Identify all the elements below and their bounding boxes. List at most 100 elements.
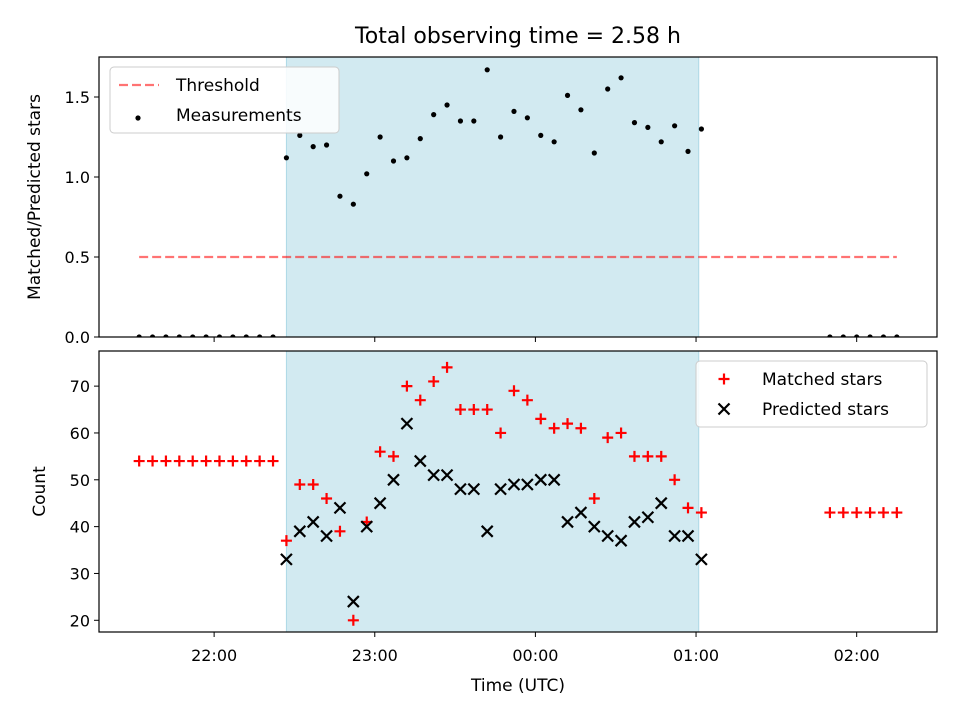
y-tick-label: 50 xyxy=(70,471,90,490)
matched-stars-point xyxy=(254,455,266,467)
matched-stars-point xyxy=(669,474,681,486)
counts-axes-frame xyxy=(98,350,938,633)
measurement-point xyxy=(894,334,900,337)
matched-stars-point xyxy=(414,394,426,406)
predicted-stars-point xyxy=(333,501,347,515)
x-tick-label: 22:00 xyxy=(191,646,237,665)
measurement-point xyxy=(618,75,624,81)
measurement-point xyxy=(854,334,860,337)
measurement-point xyxy=(163,334,169,337)
ratio-panel: 0.0 0.5 1.0 1.5 Matched/Predicted stars Thres… xyxy=(25,56,938,347)
legend-box xyxy=(695,360,928,428)
legend-label: Predicted stars xyxy=(762,400,889,420)
predicted-stars-point xyxy=(668,529,681,543)
predicted-stars-point xyxy=(641,510,655,524)
matched-stars-point xyxy=(824,507,836,519)
matched-stars-point xyxy=(160,455,172,467)
measurement-point xyxy=(471,118,477,124)
predicted-stars-point xyxy=(320,529,333,543)
matched-stars-point xyxy=(334,525,346,537)
matched-stars-point xyxy=(615,427,627,439)
matched-stars-point xyxy=(454,404,466,416)
measurement-point xyxy=(136,334,142,337)
measurement-point xyxy=(827,334,833,337)
measurement-point xyxy=(457,118,464,124)
observing-interval-shade xyxy=(285,56,700,338)
measurement-point xyxy=(524,115,530,121)
x-tick-label: 00:00 xyxy=(512,646,558,665)
matched-stars-point xyxy=(481,404,493,416)
predicted-stars-point xyxy=(614,534,628,547)
x-tick-label: 02:00 xyxy=(834,646,880,665)
predicted-stars-point xyxy=(494,482,507,496)
predicted-stars-point xyxy=(347,595,360,608)
measurement-point xyxy=(497,134,504,140)
measurement-point xyxy=(538,132,544,138)
predicted-stars-point xyxy=(534,473,548,487)
matched-stars-point xyxy=(133,455,145,467)
measurement-point xyxy=(698,126,704,132)
predicted-stars-point xyxy=(695,553,708,566)
matched-stars-point xyxy=(575,422,587,434)
matched-stars-point xyxy=(851,507,863,519)
predicted-stars-point xyxy=(440,468,454,482)
measurement-point xyxy=(243,334,249,337)
predicted-stars-point xyxy=(521,478,534,491)
matched-stars-point xyxy=(655,450,667,462)
legend-label: Matched stars xyxy=(762,370,882,390)
y-tick-label: 0.0 xyxy=(65,328,90,347)
predicted-stars-point xyxy=(306,515,320,529)
matched-stars-point xyxy=(347,614,359,626)
y-tick-label: 70 xyxy=(70,377,90,396)
measurement-point xyxy=(283,155,290,161)
ratio-axes-frame xyxy=(98,56,938,338)
matched-stars-point xyxy=(602,432,614,444)
predicted-stars-point xyxy=(547,473,561,487)
legend-box xyxy=(109,66,340,134)
measurement-point xyxy=(645,124,651,130)
matched-stars-point xyxy=(877,507,889,519)
measurement-point xyxy=(867,334,873,337)
matched-stars-point xyxy=(321,493,333,505)
matched-stars-point xyxy=(535,413,547,425)
measurement-point xyxy=(511,108,517,114)
matched-stars-point xyxy=(173,455,185,467)
measurement-point xyxy=(310,144,316,150)
predicted-stars-point xyxy=(601,529,614,543)
measurement-point xyxy=(631,120,638,126)
matched-stars-point xyxy=(294,478,306,490)
measurement-point xyxy=(605,86,611,92)
predicted-stars-point xyxy=(480,525,494,538)
predicted-stars-point xyxy=(574,506,588,519)
predicted-stars-point xyxy=(400,417,414,430)
measurements-series xyxy=(136,67,900,337)
matched-stars-point xyxy=(187,455,199,467)
predicted-stars-point xyxy=(293,525,307,538)
measurement-point xyxy=(257,334,263,337)
predicted-stars-series xyxy=(280,417,708,608)
counts-y-axis-label: Count xyxy=(30,466,50,517)
measurement-point xyxy=(431,112,437,118)
measurement-point xyxy=(149,334,156,337)
x-axis-label: Time (UTC) xyxy=(470,676,565,696)
ratio-legend: Threshold Measurements xyxy=(109,66,340,134)
measurement-point xyxy=(564,92,571,98)
predicted-stars-point xyxy=(654,496,668,510)
ratio-y-axis-label: Matched/Predicted stars xyxy=(25,94,45,300)
matched-stars-point xyxy=(628,450,640,462)
matched-stars-point xyxy=(213,455,225,467)
observing-interval-shade xyxy=(285,350,700,633)
measurement-point xyxy=(672,123,678,129)
counts-plot-area xyxy=(133,361,903,626)
measurement-point xyxy=(390,158,397,164)
predicted-stars-point xyxy=(588,520,601,533)
y-tick-label: 30 xyxy=(70,564,90,583)
matched-stars-point xyxy=(695,507,707,519)
matched-stars-point xyxy=(441,361,453,373)
measurement-point xyxy=(551,139,557,145)
measurement-point xyxy=(270,334,276,337)
measurement-point xyxy=(417,136,423,142)
matched-stars-point xyxy=(495,427,507,439)
measurement-point xyxy=(364,171,370,177)
